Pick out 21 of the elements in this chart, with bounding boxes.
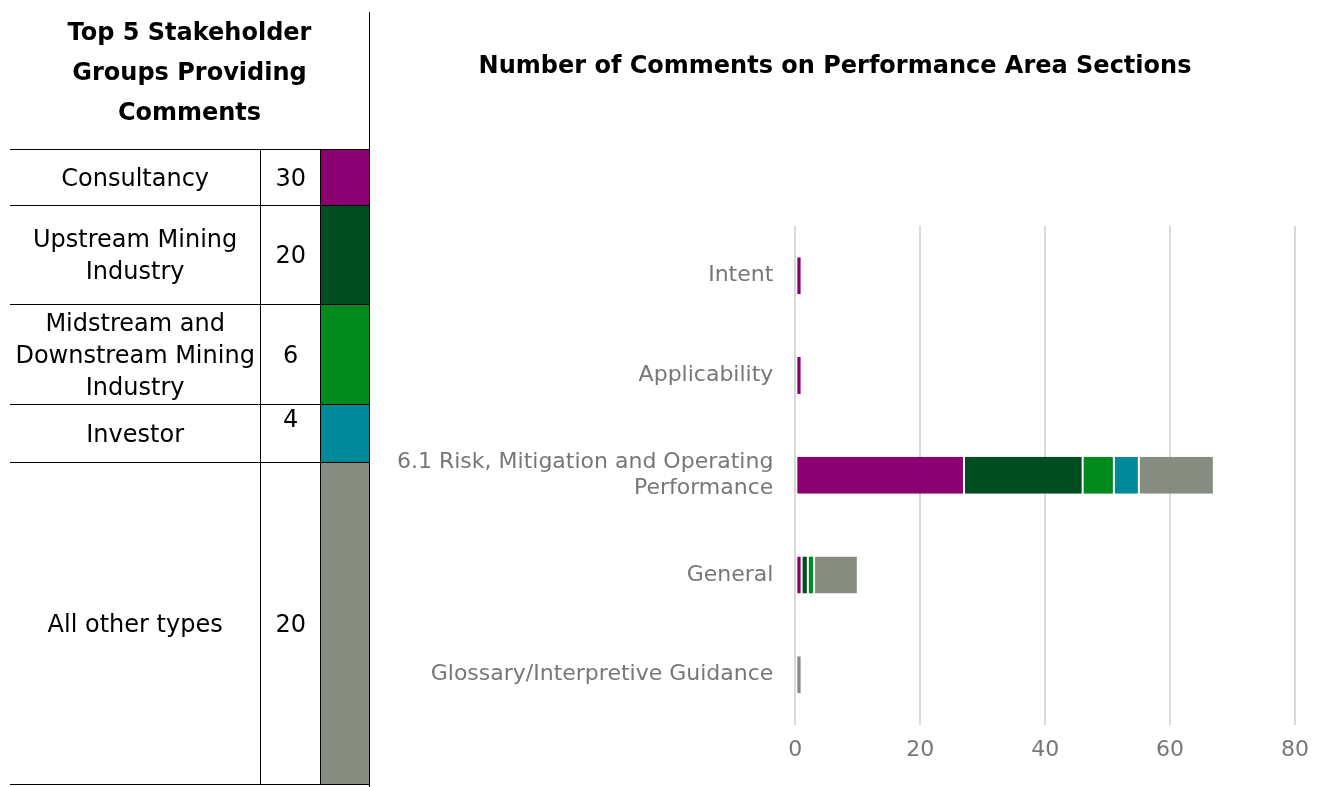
y-tick-label: Glossary/Interpretive Guidance bbox=[430, 660, 774, 686]
data-label: 4 bbox=[261, 405, 322, 462]
chart-title: Number of Comments on Performance Area Sections bbox=[478, 50, 1192, 79]
y-tick-label: General bbox=[686, 560, 774, 586]
text: Top 5 Stakeholder Groups Providing Comments bbox=[10, 12, 370, 150]
data-label: 20 bbox=[261, 206, 322, 304]
category-label: All other types bbox=[10, 463, 262, 784]
x-tick-label: 0 bbox=[788, 735, 803, 761]
x-tick-label: 80 bbox=[1281, 735, 1309, 761]
category-label: Consultancy bbox=[10, 150, 262, 205]
data-label: 30 bbox=[261, 150, 322, 205]
x-tick-label: 60 bbox=[1156, 735, 1185, 761]
y-tick-label: Intent bbox=[708, 261, 774, 287]
x-tick-label: 20 bbox=[906, 735, 935, 761]
y-tick-label: 6.1 Risk, Mitigation and Operating Performance bbox=[396, 447, 774, 500]
category-label: Upstream Mining Industry bbox=[10, 206, 262, 304]
category-label: Investor bbox=[10, 405, 262, 462]
category-label: Midstream and Downstream Mining Industry bbox=[10, 305, 262, 404]
data-label: 6 bbox=[261, 305, 322, 404]
x-tick-label: 40 bbox=[1031, 735, 1060, 761]
y-tick-label: Applicability bbox=[638, 361, 774, 387]
